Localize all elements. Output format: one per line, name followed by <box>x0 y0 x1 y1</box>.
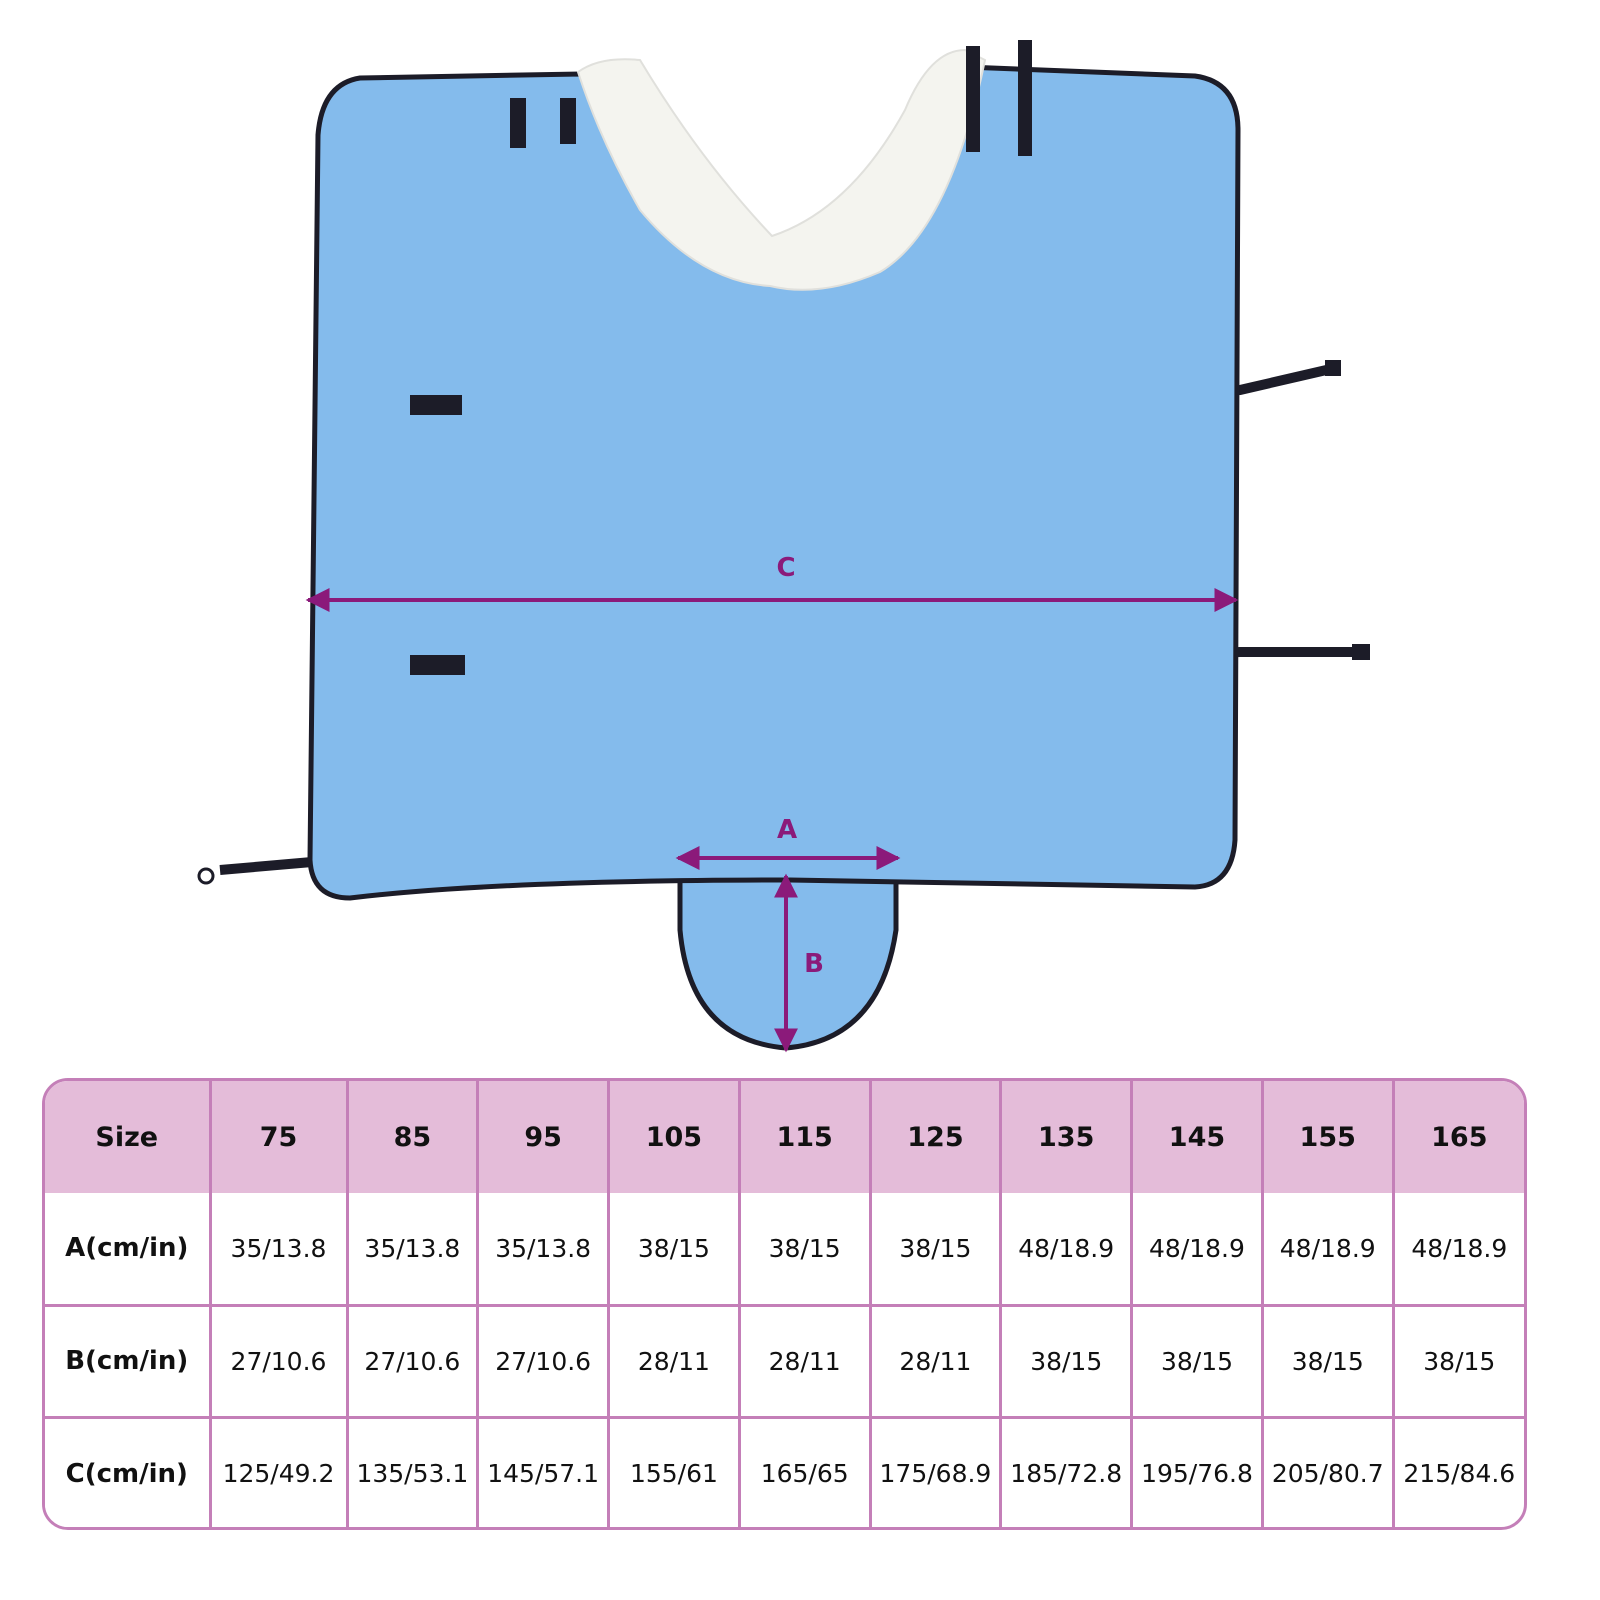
table-cell: 28/11 <box>737 1303 872 1419</box>
buckles <box>410 40 1032 675</box>
table-row: C(cm/in) 125/49.2 135/53.1 145/57.1 155/61 16… <box>45 1415 1524 1527</box>
table-cell: 175/68.9 <box>868 1415 1003 1527</box>
table-row: A(cm/in) 35/13.8 35/13.8 35/13.8 38/15 38/15 3… <box>45 1193 1524 1307</box>
table-cell: 195/76.8 <box>1130 1415 1264 1527</box>
table-cell: 27/10.6 <box>345 1303 480 1419</box>
table-cell: 38/15 <box>999 1303 1134 1419</box>
header-size-135: 135 <box>999 1081 1134 1193</box>
table-cell: 165/65 <box>737 1415 872 1527</box>
table-cell: 35/13.8 <box>476 1193 611 1307</box>
header-size-155: 155 <box>1260 1081 1395 1193</box>
header-size-85: 85 <box>345 1081 480 1193</box>
table-row: B(cm/in) 27/10.6 27/10.6 27/10.6 28/11 28/11 2… <box>45 1303 1524 1419</box>
table-cell: 205/80.7 <box>1260 1415 1395 1527</box>
table-cell: 38/15 <box>737 1193 872 1307</box>
table-cell: 35/13.8 <box>208 1193 349 1307</box>
table-cell: 27/10.6 <box>208 1303 349 1419</box>
table-cell: 135/53.1 <box>345 1415 480 1527</box>
size-table: Size 75 85 95 105 115 125 135 145 155 165 A(cm/in)… <box>42 1078 1527 1530</box>
header-size: Size <box>45 1081 212 1193</box>
fleece-collar <box>576 48 987 291</box>
measure-c-label: C <box>776 553 795 583</box>
header-size-115: 115 <box>737 1081 872 1193</box>
header-size-165: 165 <box>1391 1081 1524 1193</box>
measure-a-label: A <box>777 815 797 845</box>
table-cell: 145/57.1 <box>476 1415 611 1527</box>
table-cell: 48/18.9 <box>999 1193 1134 1307</box>
strap-left-bottom <box>197 857 313 885</box>
row-label: A(cm/in) <box>45 1193 212 1307</box>
table-cell: 38/15 <box>868 1193 1003 1307</box>
table-cell: 28/11 <box>868 1303 1003 1419</box>
blanket-body <box>307 63 1241 901</box>
table-cell: 48/18.9 <box>1391 1193 1524 1307</box>
header-size-105: 105 <box>607 1081 741 1193</box>
header-size-145: 145 <box>1130 1081 1264 1193</box>
table-cell: 38/15 <box>1130 1303 1264 1419</box>
table-header-row: Size 75 85 95 105 115 125 135 145 155 165 <box>45 1081 1524 1193</box>
header-size-75: 75 <box>208 1081 349 1193</box>
table-cell: 215/84.6 <box>1391 1415 1524 1527</box>
row-label: C(cm/in) <box>45 1415 212 1527</box>
row-label: B(cm/in) <box>45 1303 212 1419</box>
table-cell: 28/11 <box>607 1303 741 1419</box>
header-size-125: 125 <box>868 1081 1003 1193</box>
table-cell: 35/13.8 <box>345 1193 480 1307</box>
table-cell: 185/72.8 <box>999 1415 1134 1527</box>
table-cell: 125/49.2 <box>208 1415 349 1527</box>
table-cell: 27/10.6 <box>476 1303 611 1419</box>
table-cell: 48/18.9 <box>1130 1193 1264 1307</box>
header-size-95: 95 <box>476 1081 611 1193</box>
table-cell: 38/15 <box>1260 1303 1395 1419</box>
table-cell: 38/15 <box>1391 1303 1524 1419</box>
table-cell: 155/61 <box>607 1415 741 1527</box>
horse-blanket-illustration: C A B <box>197 40 1370 1053</box>
table-cell: 38/15 <box>607 1193 741 1307</box>
table-cell: 48/18.9 <box>1260 1193 1395 1307</box>
measure-b-label: B <box>804 949 824 979</box>
